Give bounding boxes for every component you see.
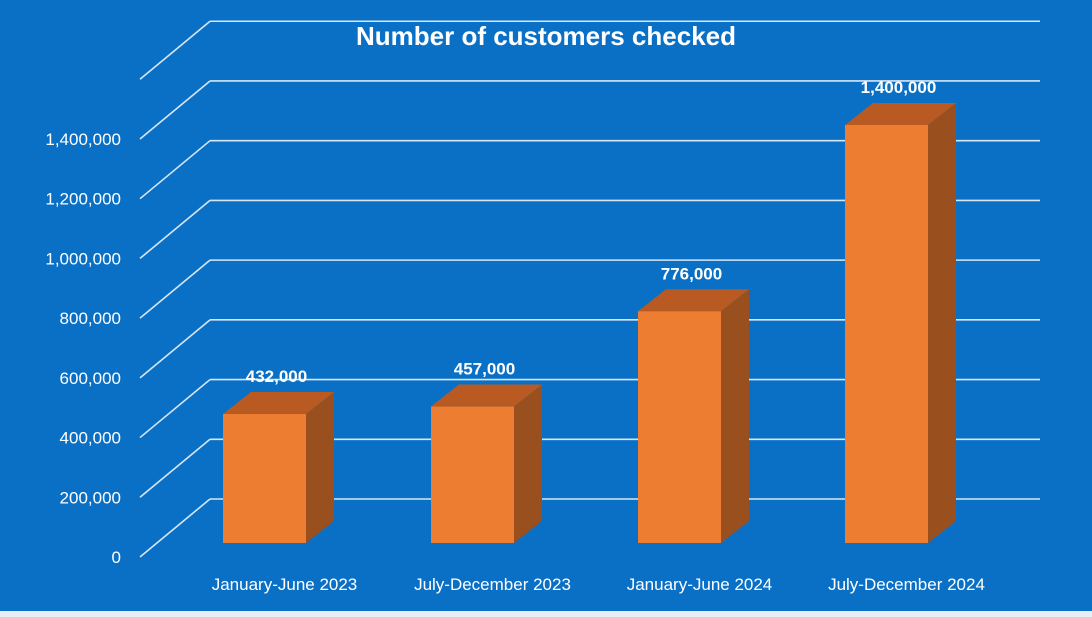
y-tick-label: 600,000 — [60, 369, 121, 388]
bar-front — [845, 124, 928, 544]
gridline-diagonal — [139, 378, 211, 439]
gridline-diagonal — [139, 199, 211, 260]
data-label: 1,400,000 — [861, 78, 937, 97]
y-tick-label: 0 — [112, 548, 121, 567]
bar-4 — [845, 102, 956, 544]
bar-front — [223, 414, 306, 543]
bar-top — [638, 289, 749, 312]
y-tick-label: 400,000 — [60, 429, 121, 448]
bar-side — [306, 392, 334, 543]
chart-title: Number of customers checked — [356, 21, 736, 51]
gridline-diagonal — [139, 140, 211, 200]
y-tick-label: 800,000 — [60, 309, 121, 328]
y-axis-ticks: 0 200,000 400,000 600,000 800,000 1,000,000 1,… — [45, 130, 121, 567]
bar-front — [431, 406, 514, 543]
gridline-diagonal — [139, 259, 211, 319]
bar-side — [514, 384, 542, 543]
x-category-label: July-December 2023 — [414, 575, 571, 594]
bar-side — [721, 289, 749, 543]
y-tick-label: 200,000 — [60, 488, 121, 507]
bar-top — [431, 384, 542, 407]
bar-3 — [638, 289, 749, 543]
y-tick-label: 1,200,000 — [45, 190, 121, 209]
data-label: 457,000 — [454, 360, 515, 379]
gridline-diagonal — [139, 319, 211, 379]
y-tick-label: 1,000,000 — [45, 249, 121, 268]
bar-1 — [223, 392, 334, 543]
bar-2 — [431, 384, 542, 543]
bottom-border — [0, 611, 1092, 617]
x-category-label: January-June 2024 — [627, 575, 773, 594]
gridline-diagonal — [139, 80, 211, 140]
x-axis-labels: January-June 2023 July-December 2023 Janua… — [212, 575, 985, 594]
gridline-diagonal — [139, 498, 211, 558]
gridline-diagonal — [139, 438, 211, 498]
bar-side — [928, 102, 956, 544]
bar-top — [223, 392, 334, 415]
bars — [223, 102, 956, 544]
data-label: 432,000 — [246, 367, 307, 386]
bar-front — [638, 311, 721, 543]
data-label: 776,000 — [661, 264, 722, 283]
x-category-label: January-June 2023 — [212, 575, 358, 594]
x-category-label: July-December 2024 — [828, 575, 985, 594]
y-tick-label: 1,400,000 — [45, 130, 121, 149]
data-labels: 432,000 457,000 776,000 1,400,000 — [246, 78, 937, 386]
bar-top — [845, 102, 956, 125]
gridline-diagonal — [139, 20, 211, 80]
